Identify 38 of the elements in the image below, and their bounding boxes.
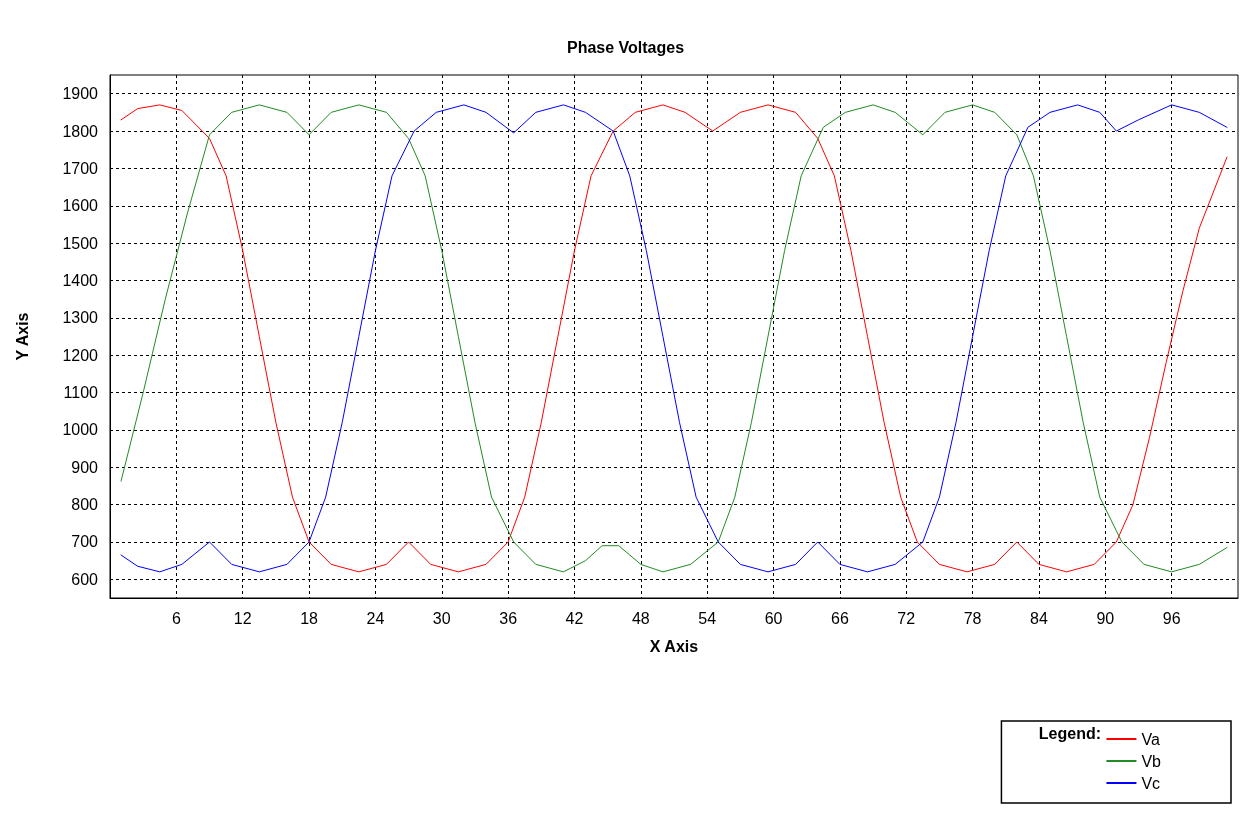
y-tick-label: 1800 <box>62 122 99 140</box>
y-tick-label: 600 <box>71 570 99 588</box>
y-tick-label: 1500 <box>62 234 99 252</box>
chart-title: Phase Voltages <box>566 38 685 56</box>
y-tick-label: 700 <box>71 533 99 551</box>
x-tick-label: 54 <box>698 609 717 627</box>
x-tick-label: 12 <box>233 609 252 627</box>
y-tick-label: 900 <box>71 458 99 476</box>
x-tick-label: 72 <box>897 609 916 627</box>
legend-label: Vb <box>1141 752 1162 770</box>
x-tick-label: 24 <box>366 609 385 627</box>
legend-label: Vc <box>1141 774 1161 792</box>
line-series <box>120 104 1228 573</box>
x-tick-label: 48 <box>631 609 650 627</box>
x-tick-label: 60 <box>764 609 783 627</box>
y-tick-label: 1400 <box>62 271 99 289</box>
x-tick-label: 78 <box>963 609 982 627</box>
x-tick-label: 84 <box>1030 609 1048 627</box>
y-tick-label: 1200 <box>62 346 99 364</box>
y-tick-label: 1000 <box>62 421 99 439</box>
y-tick-label: 1600 <box>62 197 99 215</box>
x-tick-label: 90 <box>1096 609 1115 627</box>
y-tick-label: 800 <box>71 496 99 514</box>
x-tick-label: 42 <box>565 609 584 627</box>
legend-label: Va <box>1141 730 1160 748</box>
y-tick-label: 1300 <box>62 309 99 327</box>
y-tick-label: 1100 <box>63 384 99 402</box>
y-tick-label: 1900 <box>62 85 99 103</box>
y-axis-title: Y Axis <box>13 312 31 361</box>
legend-title: Legend: <box>1038 724 1101 742</box>
x-tick-label: 36 <box>499 609 518 627</box>
x-tick-label: 96 <box>1162 609 1181 627</box>
y-tick-label: 1700 <box>62 159 99 177</box>
x-tick-label: 18 <box>300 609 319 627</box>
x-tick-label: 6 <box>171 609 181 627</box>
x-tick-label: 66 <box>830 609 849 627</box>
x-tick-label: 30 <box>432 609 451 627</box>
x-axis-title: X Axis <box>649 637 699 655</box>
